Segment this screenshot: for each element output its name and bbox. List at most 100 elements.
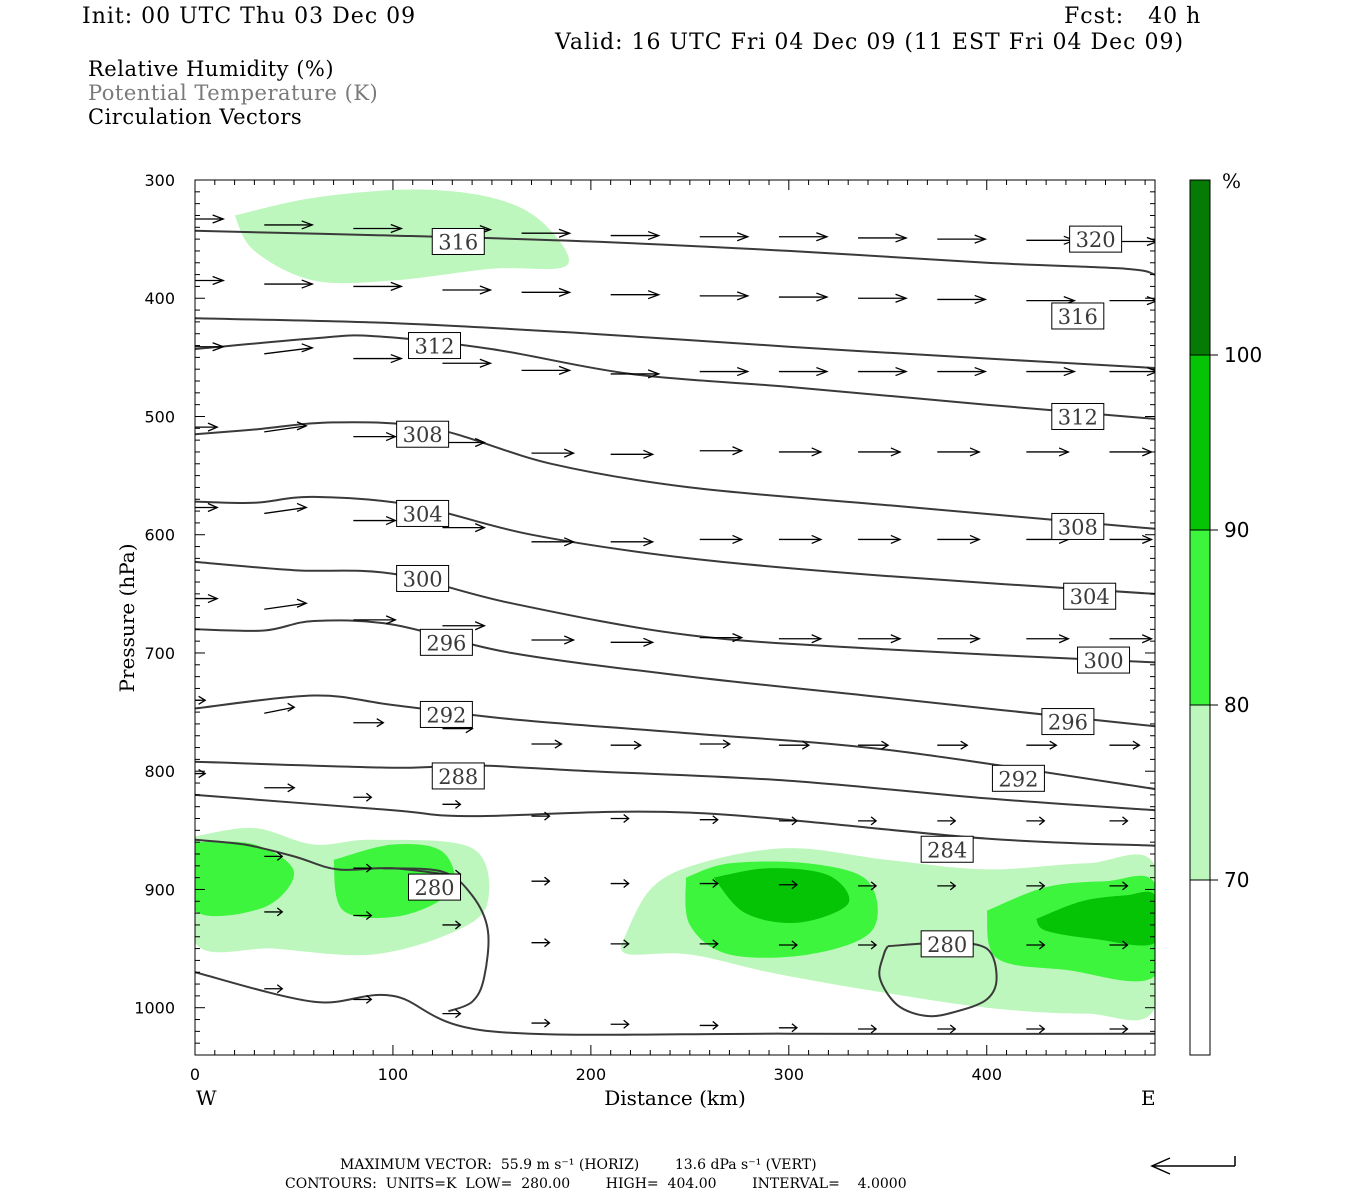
circulation-vector — [699, 739, 731, 749]
circulation-vector — [699, 534, 744, 545]
colorbar-segment — [1189, 879, 1211, 1056]
circulation-vector — [442, 285, 493, 295]
circulation-vector — [195, 593, 219, 604]
circulation-vector — [937, 534, 981, 545]
circulation-vector — [610, 637, 655, 647]
circulation-vector — [353, 792, 373, 802]
svg-text:280: 280 — [927, 933, 967, 957]
circulation-vector — [531, 1018, 551, 1028]
circulation-vector — [264, 984, 284, 994]
circulation-vector — [937, 447, 981, 457]
y-tick-label: 900 — [144, 880, 175, 899]
colorbar: 70 80 90 100 — [1189, 179, 1262, 1056]
x-tick-label: 0 — [190, 1065, 200, 1084]
isentrope-label: 300 — [396, 564, 450, 592]
svg-text:308: 308 — [403, 423, 443, 447]
circulation-vector — [531, 635, 576, 645]
isentrope-label: 288 — [431, 762, 485, 790]
circulation-vector — [175, 831, 193, 839]
circulation-vector — [610, 1019, 630, 1029]
circulation-vector — [1026, 740, 1058, 750]
isentrope-label: 320 — [1069, 225, 1123, 253]
circulation-vector — [937, 366, 988, 377]
circulation-vector — [937, 740, 969, 750]
init-time: Init: 00 UTC Thu 03 Dec 09 — [82, 4, 417, 29]
circulation-vector — [1109, 740, 1141, 750]
x-axis-west-label: W — [196, 1086, 217, 1110]
y-tick-label: 600 — [144, 526, 175, 545]
circulation-vector — [858, 447, 902, 457]
svg-text:292: 292 — [426, 703, 466, 727]
isentrope-316 — [195, 317, 1155, 369]
isentrope-296 — [195, 619, 1155, 728]
svg-text:280: 280 — [414, 876, 454, 900]
svg-text:316: 316 — [1058, 305, 1098, 329]
isentrope-284 — [195, 793, 1155, 847]
circulation-vector — [442, 621, 487, 631]
circulation-vector — [442, 523, 487, 533]
circulation-vector — [1109, 816, 1129, 826]
circulation-vector — [699, 633, 744, 643]
forecast-hour: Fcst: 40 h — [1064, 4, 1202, 29]
svg-text:300: 300 — [403, 567, 443, 591]
circulation-vector — [264, 421, 308, 433]
circulation-vector — [195, 214, 226, 224]
footer-max-vector: MAXIMUM VECTOR: 55.9 m s⁻¹ (HORIZ) 13.6 … — [340, 1157, 817, 1173]
circulation-vector — [1109, 1024, 1129, 1034]
y-tick-label: 800 — [144, 762, 175, 781]
colorbar-label: 100 — [1224, 343, 1262, 367]
colorbar-label: 90 — [1224, 518, 1249, 542]
circulation-vector — [699, 366, 750, 377]
svg-text:320: 320 — [1076, 228, 1116, 252]
circulation-vector — [353, 718, 385, 728]
circulation-vector — [858, 881, 878, 891]
circulation-vector — [699, 1020, 719, 1030]
colorbar-segment — [1189, 704, 1211, 881]
rh-region-90 — [713, 868, 850, 923]
circulation-vector — [531, 448, 576, 458]
x-tick-label: 100 — [378, 1065, 409, 1084]
circulation-vector — [778, 940, 798, 950]
isentrope-label: 284 — [920, 835, 974, 863]
circulation-vector — [778, 366, 829, 377]
circulation-vector — [531, 739, 563, 749]
title-circulation-vectors: Circulation Vectors — [88, 105, 303, 129]
circulation-vector — [937, 634, 981, 644]
circulation-vector — [699, 815, 719, 825]
circulation-vector — [353, 223, 404, 234]
x-axis-title: Distance (km) — [604, 1086, 746, 1110]
isentrope-label: 308 — [396, 420, 450, 448]
circulation-vector — [699, 446, 744, 456]
circulation-vector — [778, 816, 798, 826]
circulation-vector — [858, 233, 908, 243]
isentrope-label: 312 — [408, 332, 462, 360]
svg-text:288: 288 — [438, 765, 478, 789]
circulation-vector — [1109, 940, 1129, 950]
isentrope-304 — [195, 495, 1155, 595]
isentrope-288 — [195, 760, 1155, 812]
rh-region-90 — [1036, 891, 1155, 946]
isentrope-label: 296 — [1041, 708, 1095, 736]
circulation-vector — [353, 994, 373, 1004]
circulation-vector — [264, 343, 315, 355]
isentrope-label: 300 — [1077, 646, 1131, 674]
circulation-vector — [778, 880, 798, 890]
svg-text:308: 308 — [1058, 515, 1098, 539]
isentrope-label: 304 — [396, 499, 450, 527]
isentrope-label: 316 — [1051, 302, 1105, 330]
title-relative-humidity: Relative Humidity (%) — [88, 57, 335, 81]
circulation-vector — [778, 292, 829, 302]
circulation-vector — [442, 437, 487, 448]
circulation-vector — [195, 502, 219, 513]
circulation-vector — [610, 537, 655, 547]
circulation-vector — [531, 876, 551, 886]
circulation-vector — [610, 369, 661, 379]
circulation-vector — [531, 938, 551, 948]
circulation-vector — [778, 634, 823, 644]
colorbar-unit: % — [1222, 169, 1241, 193]
circulation-vector — [937, 234, 988, 244]
circulation-vector — [175, 964, 193, 972]
circulation-vector — [442, 799, 462, 809]
isentrope-closed-284 — [195, 838, 453, 877]
